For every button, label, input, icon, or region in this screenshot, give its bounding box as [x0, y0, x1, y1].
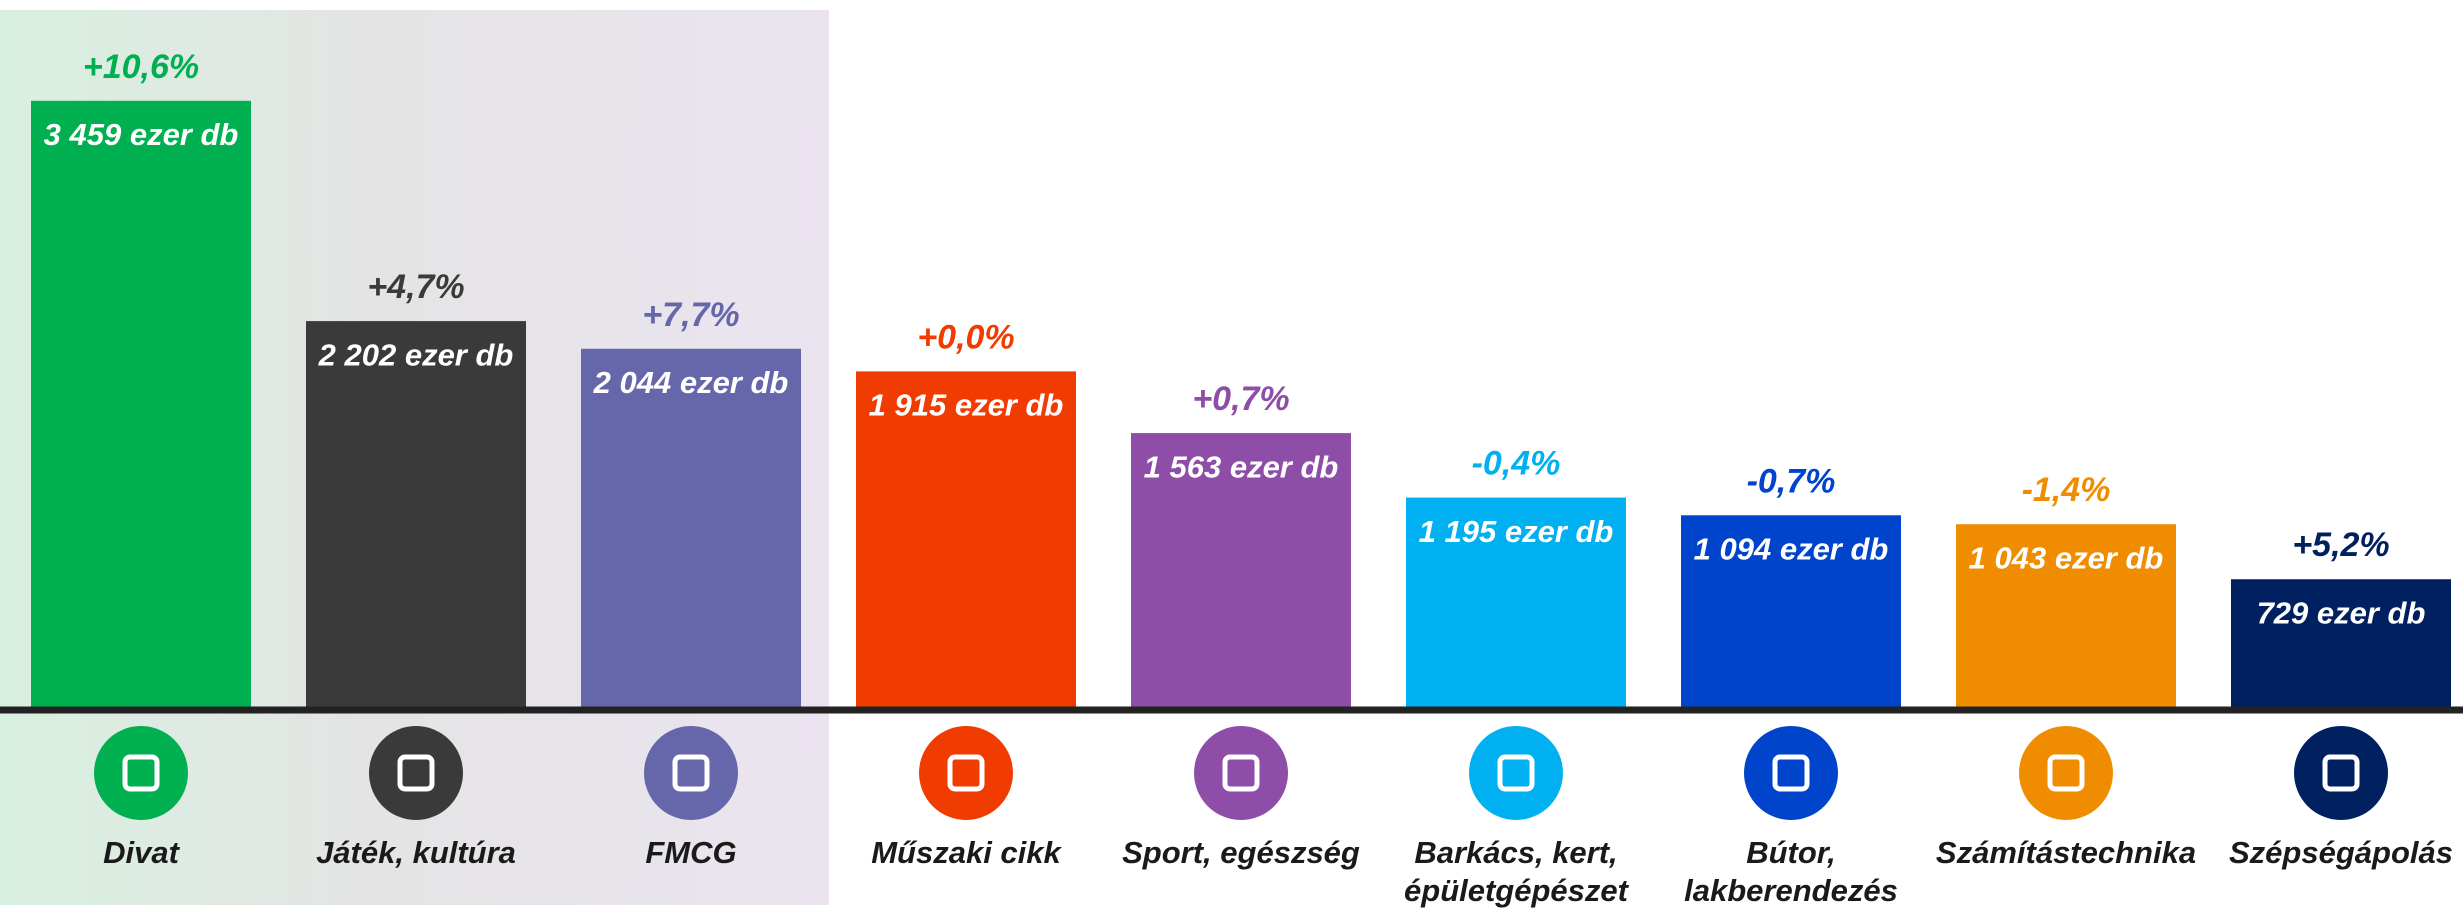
- icon-glyph: [2047, 754, 2085, 792]
- category-icon: [644, 726, 738, 820]
- category-icon: [2019, 726, 2113, 820]
- change-label: +5,2%: [2292, 526, 2389, 564]
- icon-glyph: [397, 754, 435, 792]
- icon-glyph: [1222, 754, 1260, 792]
- category-icon: [919, 726, 1013, 820]
- category-icon: [2294, 726, 2388, 820]
- value-label: 2 044 ezer db: [593, 365, 789, 400]
- bar: [306, 321, 526, 707]
- change-label: -1,4%: [2022, 471, 2111, 509]
- icon-glyph: [1772, 754, 1810, 792]
- change-label: -0,4%: [1472, 445, 1561, 483]
- category-icon: [1469, 726, 1563, 820]
- value-label: 1 094 ezer db: [1694, 531, 1889, 566]
- value-label: 1 043 ezer db: [1969, 540, 2164, 575]
- bar: [856, 371, 1076, 707]
- change-label: -0,7%: [1747, 462, 1836, 500]
- change-label: +0,0%: [917, 318, 1014, 356]
- bar: [581, 348, 801, 707]
- category-label: Műszaki cikk: [871, 835, 1061, 870]
- category-label: Sport, egészség: [1122, 835, 1360, 870]
- category-label: Szépségápolás: [2229, 835, 2453, 870]
- icon-glyph: [672, 754, 710, 792]
- value-label: 2 202 ezer db: [318, 337, 514, 372]
- change-label: +10,6%: [83, 48, 199, 86]
- category-icon: [94, 726, 188, 820]
- bar: [1406, 497, 1626, 707]
- category-label: Bútor, lakberendezés: [1684, 835, 1898, 908]
- value-label: 1 563 ezer db: [1144, 449, 1339, 484]
- category-icon: [1744, 726, 1838, 820]
- change-label: +7,7%: [642, 296, 739, 334]
- change-label: +4,7%: [367, 268, 464, 306]
- change-label: +0,7%: [1192, 380, 1289, 418]
- bar: [2231, 579, 2451, 707]
- icon-glyph: [1497, 754, 1535, 792]
- bar: [31, 100, 251, 708]
- category-label: Számítástechnika: [1935, 835, 2197, 870]
- value-label: 729 ezer db: [2257, 595, 2426, 630]
- category-icon: [1194, 726, 1288, 820]
- category-label: Játék, kultúra: [316, 835, 516, 870]
- value-label: 1 915 ezer db: [869, 388, 1064, 423]
- icon-glyph: [947, 754, 985, 792]
- category-label: Barkács, kert, épületgépészet: [1404, 835, 1628, 908]
- bar: [1681, 515, 1901, 707]
- category-label: Divat: [103, 835, 179, 870]
- bar: [1131, 433, 1351, 707]
- icon-glyph: [2322, 754, 2360, 792]
- value-label: 1 195 ezer db: [1419, 514, 1614, 549]
- category-icon: [369, 726, 463, 820]
- category-label: FMCG: [645, 835, 737, 870]
- value-label: 3 459 ezer db: [44, 117, 239, 152]
- icon-glyph: [122, 754, 160, 792]
- bar: [1956, 524, 2176, 707]
